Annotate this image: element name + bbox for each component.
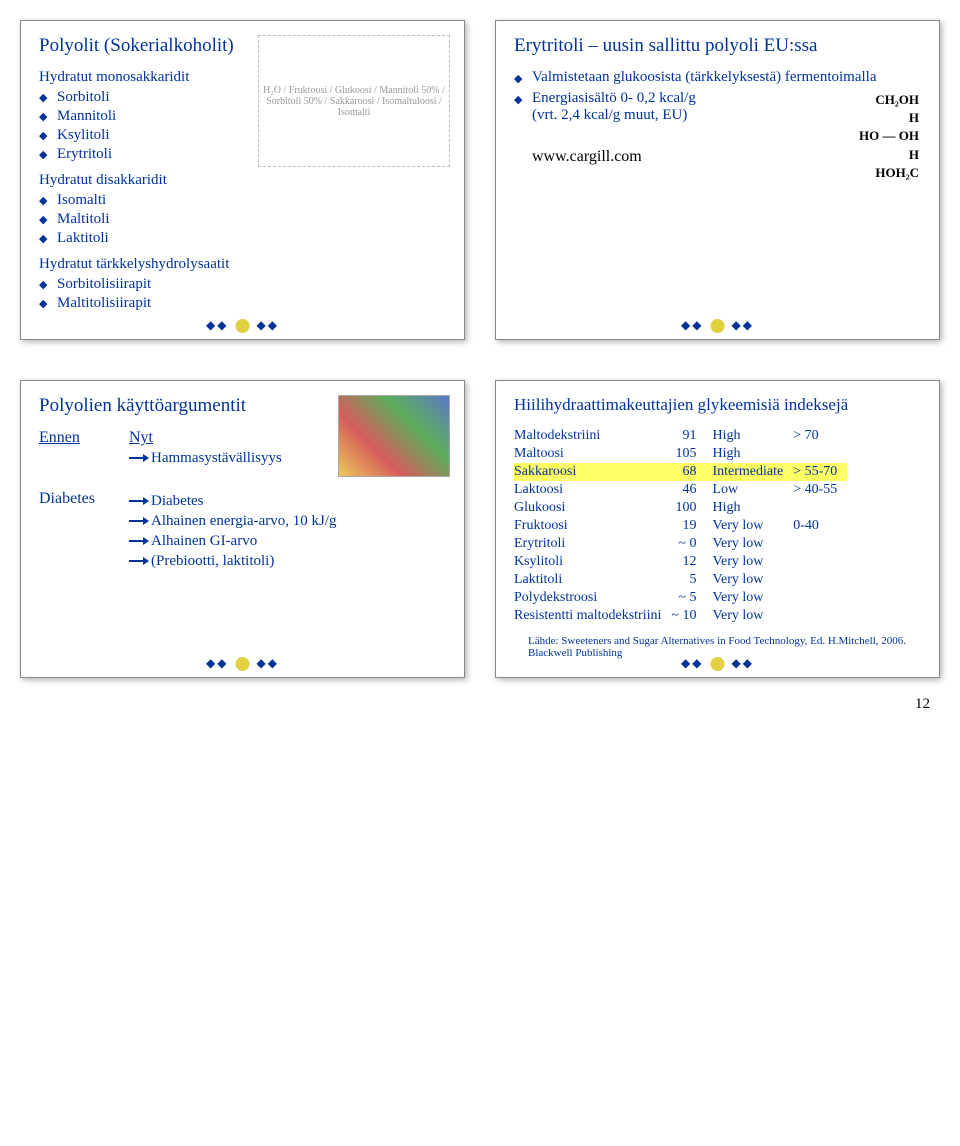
arg-row-diabetes: Diabetes Diabetes Alhainen energia-arvo,… — [39, 490, 446, 573]
gi-class: Very low — [712, 589, 793, 607]
panel-gi-table: Hiilihydraattimakeuttajien glykeemisiä i… — [495, 380, 940, 678]
table-row: Sakkaroosi68Intermediate> 55-70 — [514, 463, 847, 481]
table-row: Laktoosi46Low> 40-55 — [514, 481, 847, 499]
gi-name: Erytritoli — [514, 535, 671, 553]
gi-value: ~ 5 — [671, 589, 712, 607]
table-row: Polydekstroosi~ 5Very low — [514, 589, 847, 607]
arg-item: Hammasystävällisyys — [129, 450, 446, 467]
table-row: Laktitoli5Very low — [514, 571, 847, 589]
gi-name: Glukoosi — [514, 499, 671, 517]
gi-name: Fruktoosi — [514, 517, 671, 535]
arg-item: Alhainen energia-arvo, 10 kJ/g — [129, 513, 446, 530]
list-item: Sorbitoli — [57, 88, 446, 107]
gi-range: > 40-55 — [793, 481, 847, 499]
group2-list: Isomalti Maltitoli Laktitoli — [39, 191, 446, 248]
gi-class: Low — [712, 481, 793, 499]
panel-arguments: Polyolien käyttöargumentit Ennen Nyt Ham… — [20, 380, 465, 678]
before-label: Ennen — [39, 429, 129, 470]
panel-polyolit: Polyolit (Sokerialkoholit) H₂O / Fruktoo… — [20, 20, 465, 340]
gi-range — [793, 571, 847, 589]
gi-value: ~ 0 — [671, 535, 712, 553]
gi-class: Very low — [712, 607, 793, 625]
table-row: Glukoosi100High — [514, 499, 847, 517]
footer-deco-icon: ◆◆ ◆◆ — [681, 656, 754, 671]
table-row: Maltodekstriini91High> 70 — [514, 427, 847, 445]
chem-line: HO — OH — [859, 128, 919, 143]
panel2-line2b: (vrt. 2,4 kcal/g muut, EU) — [532, 107, 687, 123]
gi-range: > 70 — [793, 427, 847, 445]
gi-range — [793, 607, 847, 625]
chem-line: HOH₂C — [875, 165, 919, 180]
panel-erytritoli: Erytritoli – uusin sallittu polyoli EU:s… — [495, 20, 940, 340]
gi-value: 12 — [671, 553, 712, 571]
panel2-line2a: Energiasisältö 0- 0,2 kcal/g — [532, 90, 696, 106]
group2-title: Hydratut disakkaridit — [39, 172, 446, 189]
slide-grid: Polyolit (Sokerialkoholit) H₂O / Fruktoo… — [20, 20, 940, 678]
panel2-title: Erytritoli – uusin sallittu polyoli EU:s… — [514, 35, 921, 57]
gi-name: Sakkaroosi — [514, 463, 671, 481]
gi-range: > 55-70 — [793, 463, 847, 481]
gi-class: Intermediate — [712, 463, 793, 481]
chem-structure: CH₂OH H HO — OH H HOH₂C — [859, 91, 919, 182]
chem-line: H — [909, 147, 919, 162]
gi-value: 46 — [671, 481, 712, 499]
list-item: Laktitoli — [57, 229, 446, 248]
gi-value: 68 — [671, 463, 712, 481]
panel4-title: Hiilihydraattimakeuttajien glykeemisiä i… — [514, 395, 921, 415]
group3-title: Hydratut tärkkelyshydrolysaatit — [39, 256, 446, 273]
gi-class: Very low — [712, 517, 793, 535]
arg-item: Diabetes — [129, 493, 446, 510]
gi-name: Maltodekstriini — [514, 427, 671, 445]
gi-class: High — [712, 445, 793, 463]
gi-value: 91 — [671, 427, 712, 445]
list-item: Erytritoli — [57, 145, 446, 164]
gi-name: Laktitoli — [514, 571, 671, 589]
table-row: Ksylitoli12Very low — [514, 553, 847, 571]
group1-list: Sorbitoli Mannitoli Ksylitoli Erytritoli — [39, 88, 446, 164]
chem-line: H — [909, 110, 919, 125]
gi-range — [793, 535, 847, 553]
table-row: Erytritoli~ 0Very low — [514, 535, 847, 553]
list-item: Mannitoli — [57, 107, 446, 126]
list-item: Maltitoli — [57, 210, 446, 229]
list-item: Ksylitoli — [57, 126, 446, 145]
chem-line: CH₂OH — [875, 92, 919, 107]
page-number: 12 — [20, 696, 940, 713]
list-item: Sorbitolisiirapit — [57, 275, 446, 294]
footer-deco-icon: ◆◆ ◆◆ — [206, 656, 279, 671]
list-item: Maltitolisiirapit — [57, 294, 446, 313]
gi-class: High — [712, 499, 793, 517]
gi-range — [793, 589, 847, 607]
footer-deco-icon: ◆◆ ◆◆ — [206, 318, 279, 333]
gi-name: Laktoosi — [514, 481, 671, 499]
gi-class: Very low — [712, 535, 793, 553]
gi-value: ~ 10 — [671, 607, 712, 625]
list-item: Isomalti — [57, 191, 446, 210]
gi-value: 5 — [671, 571, 712, 589]
gi-name: Ksylitoli — [514, 553, 671, 571]
gi-value: 19 — [671, 517, 712, 535]
panel2-line1: Valmistetaan glukoosista (tärkkelyksestä… — [514, 69, 921, 86]
table-row: Resistentti maltodekstriini~ 10Very low — [514, 607, 847, 625]
gi-range — [793, 445, 847, 463]
gi-range: 0-40 — [793, 517, 847, 535]
before-item: Diabetes — [39, 490, 129, 573]
gi-table: Maltodekstriini91High> 70Maltoosi105High… — [514, 427, 847, 625]
footer-deco-icon: ◆◆ ◆◆ — [681, 318, 754, 333]
gi-value: 105 — [671, 445, 712, 463]
gi-range — [793, 553, 847, 571]
gi-class: Very low — [712, 571, 793, 589]
arg-item: (Prebiootti, laktitoli) — [129, 553, 446, 570]
table-row: Maltoosi105High — [514, 445, 847, 463]
gi-name: Polydekstroosi — [514, 589, 671, 607]
gi-class: Very low — [712, 553, 793, 571]
gi-range — [793, 499, 847, 517]
gi-name: Maltoosi — [514, 445, 671, 463]
arg-item: Alhainen GI-arvo — [129, 533, 446, 550]
gi-name: Resistentti maltodekstriini — [514, 607, 671, 625]
gi-class: High — [712, 427, 793, 445]
group3-list: Sorbitolisiirapit Maltitolisiirapit — [39, 275, 446, 313]
gi-value: 100 — [671, 499, 712, 517]
table-row: Fruktoosi19Very low0-40 — [514, 517, 847, 535]
